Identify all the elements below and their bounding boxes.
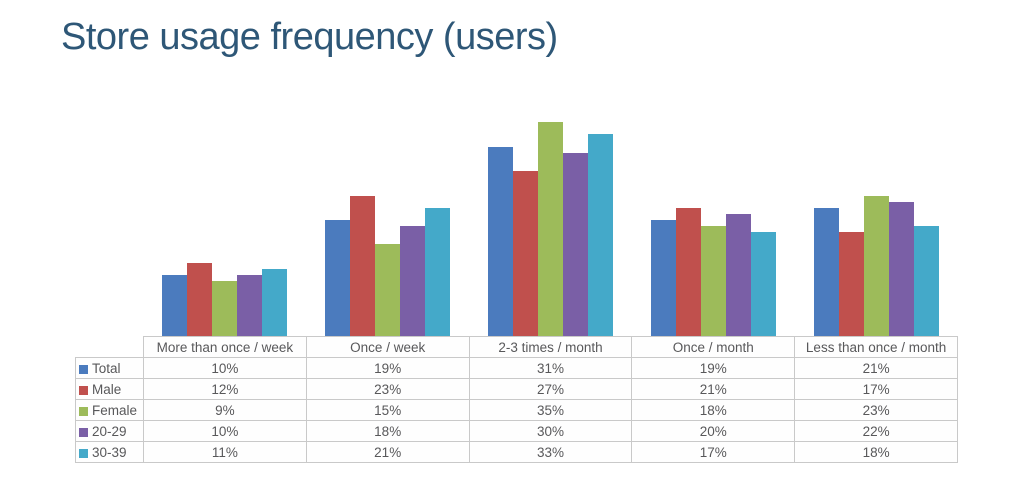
table-row-20-29: 20-29 10% 18% 30% 20% 22%: [75, 420, 958, 442]
value-cell-male-once-month: 21%: [631, 378, 796, 400]
bar-female-more-than-once-week: [212, 281, 237, 336]
value-cell-total-less-than-once-month: 21%: [794, 357, 958, 379]
value-cell-female-once-week: 15%: [305, 399, 470, 421]
value-cell-30-39-once-month: 17%: [631, 441, 796, 463]
value-cell-female-2-3-times-month: 35%: [468, 399, 633, 421]
legend-item-female: Female: [75, 399, 144, 421]
bar-total-once-month: [651, 220, 676, 336]
legend-label: 20-29: [92, 423, 127, 439]
value-cell-male-once-week: 23%: [305, 378, 470, 400]
bar-male-less-than-once-month: [839, 232, 864, 336]
value-cell-30-39-2-3-times-month: 33%: [468, 441, 633, 463]
legend-swatch-20-29: [79, 427, 88, 437]
table-row-male: Male 12% 23% 27% 21% 17%: [75, 378, 958, 400]
legend-item-20-29: 20-29: [75, 420, 144, 442]
bar-20-29-less-than-once-month: [889, 202, 914, 336]
value-cell-female-less-than-once-month: 23%: [794, 399, 958, 421]
bar-male-once-month: [676, 208, 701, 336]
legend-label: Male: [92, 381, 122, 397]
bar-female-less-than-once-month: [864, 196, 889, 336]
bar-20-29-more-than-once-week: [237, 275, 262, 336]
bar-group-once-month: [632, 110, 795, 336]
bar-chart-plot-area: [143, 110, 958, 336]
legend-item-30-39: 30-39: [75, 441, 144, 463]
bar-female-once-month: [701, 226, 726, 336]
value-cell-male-2-3-times-month: 27%: [468, 378, 633, 400]
bar-20-29-once-month: [726, 214, 751, 336]
category-header-once-week: Once / week: [305, 336, 470, 358]
value-cell-20-29-once-week: 18%: [305, 420, 470, 442]
bar-female-2-3-times-month: [538, 122, 563, 336]
legend-item-male: Male: [75, 378, 144, 400]
legend-label: 30-39: [92, 444, 127, 460]
bar-total-2-3-times-month: [488, 147, 513, 336]
bar-30-39-once-month: [751, 232, 776, 336]
bar-male-once-week: [350, 196, 375, 336]
bar-30-39-once-week: [425, 208, 450, 336]
legend-label: Female: [92, 402, 138, 418]
legend-swatch-female: [79, 406, 88, 416]
bar-30-39-less-than-once-month: [914, 226, 939, 336]
legend-swatch-male: [79, 385, 88, 395]
bar-group-more-than-once-week: [143, 110, 306, 336]
bar-30-39-more-than-once-week: [262, 269, 287, 336]
value-cell-total-more-than-once-week: 10%: [143, 357, 307, 379]
table-row-30-39: 30-39 11% 21% 33% 17% 18%: [75, 441, 958, 463]
bar-group-less-than-once-month: [795, 110, 958, 336]
bar-group-2-3-times-month: [469, 110, 632, 336]
value-cell-female-once-month: 18%: [631, 399, 796, 421]
category-header-once-month: Once / month: [631, 336, 796, 358]
value-cell-total-once-week: 19%: [305, 357, 470, 379]
bar-20-29-2-3-times-month: [563, 153, 588, 336]
category-header-2-3-times-month: 2-3 times / month: [468, 336, 633, 358]
chart-data-table: More than once / week Once / week 2-3 time…: [75, 336, 958, 463]
value-cell-total-2-3-times-month: 31%: [468, 357, 633, 379]
value-cell-20-29-more-than-once-week: 10%: [143, 420, 307, 442]
bar-total-more-than-once-week: [162, 275, 187, 336]
bar-30-39-2-3-times-month: [588, 134, 613, 336]
table-row-female: Female 9% 15% 35% 18% 23%: [75, 399, 958, 421]
value-cell-30-39-once-week: 21%: [305, 441, 470, 463]
bar-male-more-than-once-week: [187, 263, 212, 336]
category-header-less-than-once-month: Less than once / month: [794, 336, 958, 358]
bar-20-29-once-week: [400, 226, 425, 336]
legend-item-total: Total: [75, 357, 144, 379]
bar-group-once-week: [306, 110, 469, 336]
value-cell-30-39-less-than-once-month: 18%: [794, 441, 958, 463]
table-header-row: More than once / week Once / week 2-3 time…: [76, 336, 958, 358]
page-title: Store usage frequency (users): [61, 16, 558, 58]
legend-label: Total: [92, 360, 121, 376]
value-cell-female-more-than-once-week: 9%: [143, 399, 307, 421]
legend-swatch-30-39: [79, 448, 88, 458]
value-cell-20-29-less-than-once-month: 22%: [794, 420, 958, 442]
table-row-total: Total 10% 19% 31% 19% 21%: [75, 357, 958, 379]
value-cell-male-less-than-once-month: 17%: [794, 378, 958, 400]
bar-total-once-week: [325, 220, 350, 336]
table-corner-cell: [76, 337, 144, 358]
bar-female-once-week: [375, 244, 400, 336]
bar-total-less-than-once-month: [814, 208, 839, 336]
bar-male-2-3-times-month: [513, 171, 538, 336]
value-cell-male-more-than-once-week: 12%: [143, 378, 307, 400]
value-cell-20-29-once-month: 20%: [631, 420, 796, 442]
value-cell-total-once-month: 19%: [631, 357, 796, 379]
category-header-more-than-once-week: More than once / week: [143, 336, 307, 358]
value-cell-30-39-more-than-once-week: 11%: [143, 441, 307, 463]
value-cell-20-29-2-3-times-month: 30%: [468, 420, 633, 442]
legend-swatch-total: [79, 364, 88, 374]
